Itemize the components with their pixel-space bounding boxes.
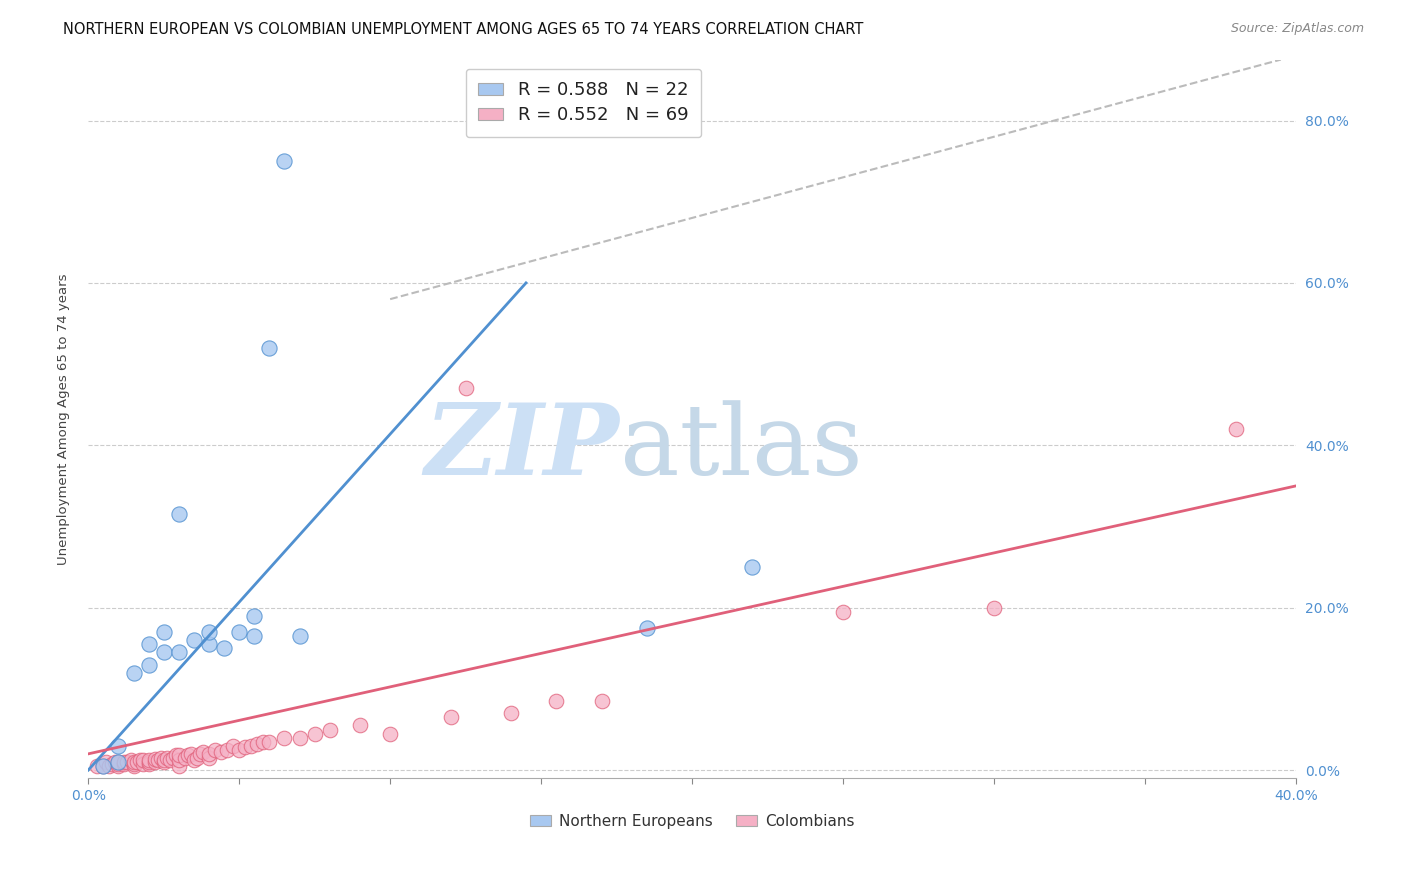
Point <box>1225 422 1247 436</box>
Point <box>636 621 658 635</box>
Point <box>152 625 174 640</box>
Point <box>107 739 129 753</box>
Point <box>439 710 461 724</box>
Point <box>138 756 160 771</box>
Point <box>159 753 181 767</box>
Point <box>167 645 190 659</box>
Point <box>167 508 190 522</box>
Point <box>143 752 166 766</box>
Point <box>107 755 129 769</box>
Point <box>122 756 145 771</box>
Point <box>138 637 160 651</box>
Point <box>319 723 342 737</box>
Point <box>983 600 1005 615</box>
Point <box>131 756 153 771</box>
Text: atlas: atlas <box>620 400 862 496</box>
Point <box>156 751 179 765</box>
Point <box>212 641 235 656</box>
Point <box>98 759 121 773</box>
Point <box>741 560 763 574</box>
Point <box>138 755 160 769</box>
Point <box>378 726 401 740</box>
Point <box>107 755 129 769</box>
Y-axis label: Unemployment Among Ages 65 to 74 years: Unemployment Among Ages 65 to 74 years <box>58 273 70 565</box>
Point <box>122 665 145 680</box>
Point <box>217 743 239 757</box>
Point <box>183 633 205 648</box>
Point <box>117 755 139 769</box>
Point <box>349 718 371 732</box>
Point <box>259 734 281 748</box>
Point <box>198 747 221 761</box>
Point <box>107 757 129 772</box>
Point <box>122 755 145 769</box>
Point <box>304 726 326 740</box>
Point <box>138 657 160 672</box>
Point <box>128 753 150 767</box>
Text: Source: ZipAtlas.com: Source: ZipAtlas.com <box>1230 22 1364 36</box>
Point <box>104 755 127 769</box>
Point <box>167 759 190 773</box>
Point <box>152 755 174 769</box>
Point <box>96 755 118 769</box>
Point <box>120 753 142 767</box>
Point <box>198 637 221 651</box>
Point <box>180 747 202 761</box>
Point <box>204 743 226 757</box>
Point <box>173 751 195 765</box>
Point <box>143 755 166 769</box>
Point <box>107 759 129 773</box>
Point <box>288 629 311 643</box>
Point <box>198 625 221 640</box>
Point <box>243 629 266 643</box>
Point <box>162 751 184 765</box>
Point <box>165 748 187 763</box>
Point <box>91 759 114 773</box>
Point <box>131 753 153 767</box>
Point <box>228 625 250 640</box>
Point <box>91 759 114 773</box>
Point <box>240 739 263 753</box>
Point <box>152 645 174 659</box>
Point <box>546 694 568 708</box>
Point <box>273 731 295 745</box>
Point <box>233 740 256 755</box>
Point <box>243 608 266 623</box>
Point <box>167 748 190 763</box>
Point <box>114 755 136 769</box>
Point <box>259 341 281 355</box>
Point <box>146 753 169 767</box>
Point <box>252 734 274 748</box>
Point <box>191 745 214 759</box>
Point <box>138 753 160 767</box>
Point <box>183 753 205 767</box>
Point <box>152 753 174 767</box>
Point <box>122 759 145 773</box>
Point <box>222 739 245 753</box>
Point <box>499 706 522 721</box>
Point <box>177 748 200 763</box>
Point <box>86 759 108 773</box>
Text: ZIP: ZIP <box>425 400 620 496</box>
Text: NORTHERN EUROPEAN VS COLOMBIAN UNEMPLOYMENT AMONG AGES 65 TO 74 YEARS CORRELATIO: NORTHERN EUROPEAN VS COLOMBIAN UNEMPLOYM… <box>63 22 863 37</box>
Point <box>125 755 148 769</box>
Point <box>167 753 190 767</box>
Point <box>288 731 311 745</box>
Point <box>591 694 613 708</box>
Legend: Northern Europeans, Colombians: Northern Europeans, Colombians <box>524 808 860 835</box>
Point <box>246 737 269 751</box>
Point <box>114 756 136 771</box>
Point <box>228 743 250 757</box>
Point <box>186 751 208 765</box>
Point <box>101 756 124 771</box>
Point <box>209 745 232 759</box>
Point <box>149 751 172 765</box>
Point <box>832 605 855 619</box>
Point <box>198 751 221 765</box>
Point <box>454 381 477 395</box>
Point <box>188 747 211 761</box>
Point <box>273 154 295 169</box>
